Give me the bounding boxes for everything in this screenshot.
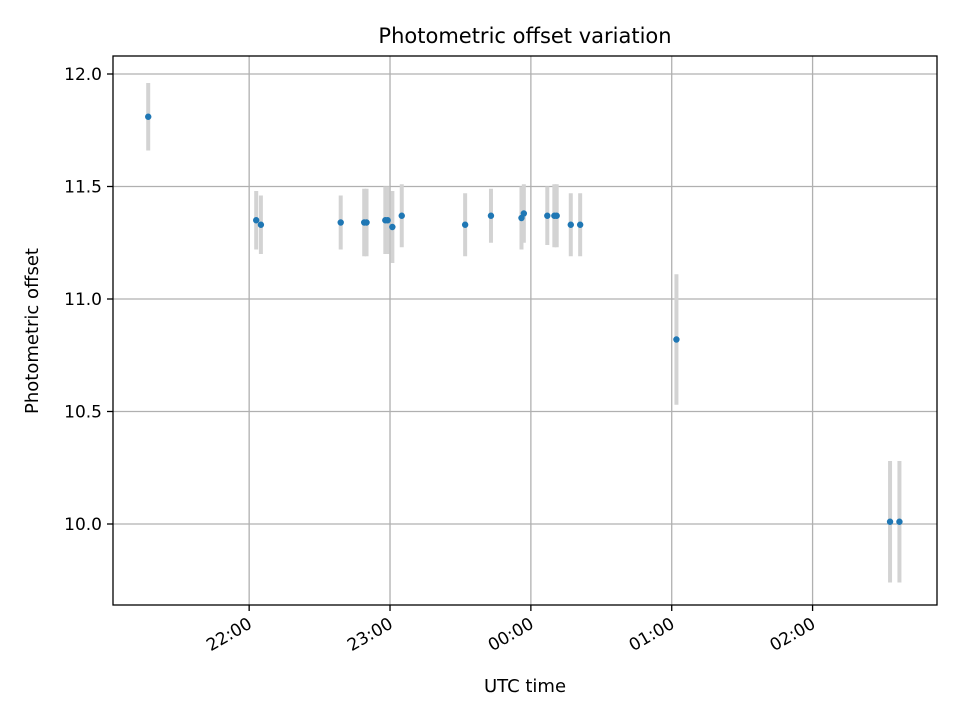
- data-point: [145, 113, 152, 120]
- plot-frame: [112, 55, 938, 606]
- data-point: [337, 219, 344, 226]
- data-point: [363, 219, 370, 226]
- x-tick-label: 22:00: [203, 614, 255, 656]
- y-tick-label: 10.5: [64, 403, 102, 423]
- chart-title: Photometric offset variation: [378, 24, 671, 48]
- data-point: [576, 221, 584, 228]
- data-point: [520, 210, 528, 217]
- y-tick-label: 10.0: [64, 515, 102, 535]
- axis-ticks: 22:00 23:00 00:00 01:00 02:00 10.0 10.5 11.0 11.…: [64, 65, 819, 656]
- y-axis-title: Photometric offset: [22, 248, 43, 414]
- data-point: [389, 223, 396, 231]
- error-bars: [146, 83, 902, 583]
- data-point: [553, 212, 560, 219]
- data-point: [886, 518, 894, 525]
- x-tick-label: 23:00: [344, 614, 396, 656]
- data-point: [384, 217, 391, 224]
- data-points: [145, 113, 903, 525]
- y-tick-label: 12.0: [64, 65, 102, 85]
- grid: [113, 56, 937, 605]
- data-point: [487, 212, 495, 219]
- x-axis-title: UTC time: [484, 676, 566, 697]
- data-point: [673, 336, 680, 343]
- data-point: [461, 221, 469, 228]
- y-tick-label: 11.0: [64, 290, 102, 310]
- x-tick-label: 01:00: [626, 614, 678, 656]
- data-point: [567, 221, 574, 228]
- data-point: [544, 212, 551, 219]
- data-point: [896, 518, 903, 525]
- x-tick-label: 00:00: [485, 614, 537, 656]
- y-tick-label: 11.5: [64, 178, 102, 198]
- data-point: [257, 221, 265, 228]
- x-tick-label: 02:00: [767, 614, 819, 656]
- data-point: [398, 212, 405, 219]
- data-point: [253, 217, 260, 224]
